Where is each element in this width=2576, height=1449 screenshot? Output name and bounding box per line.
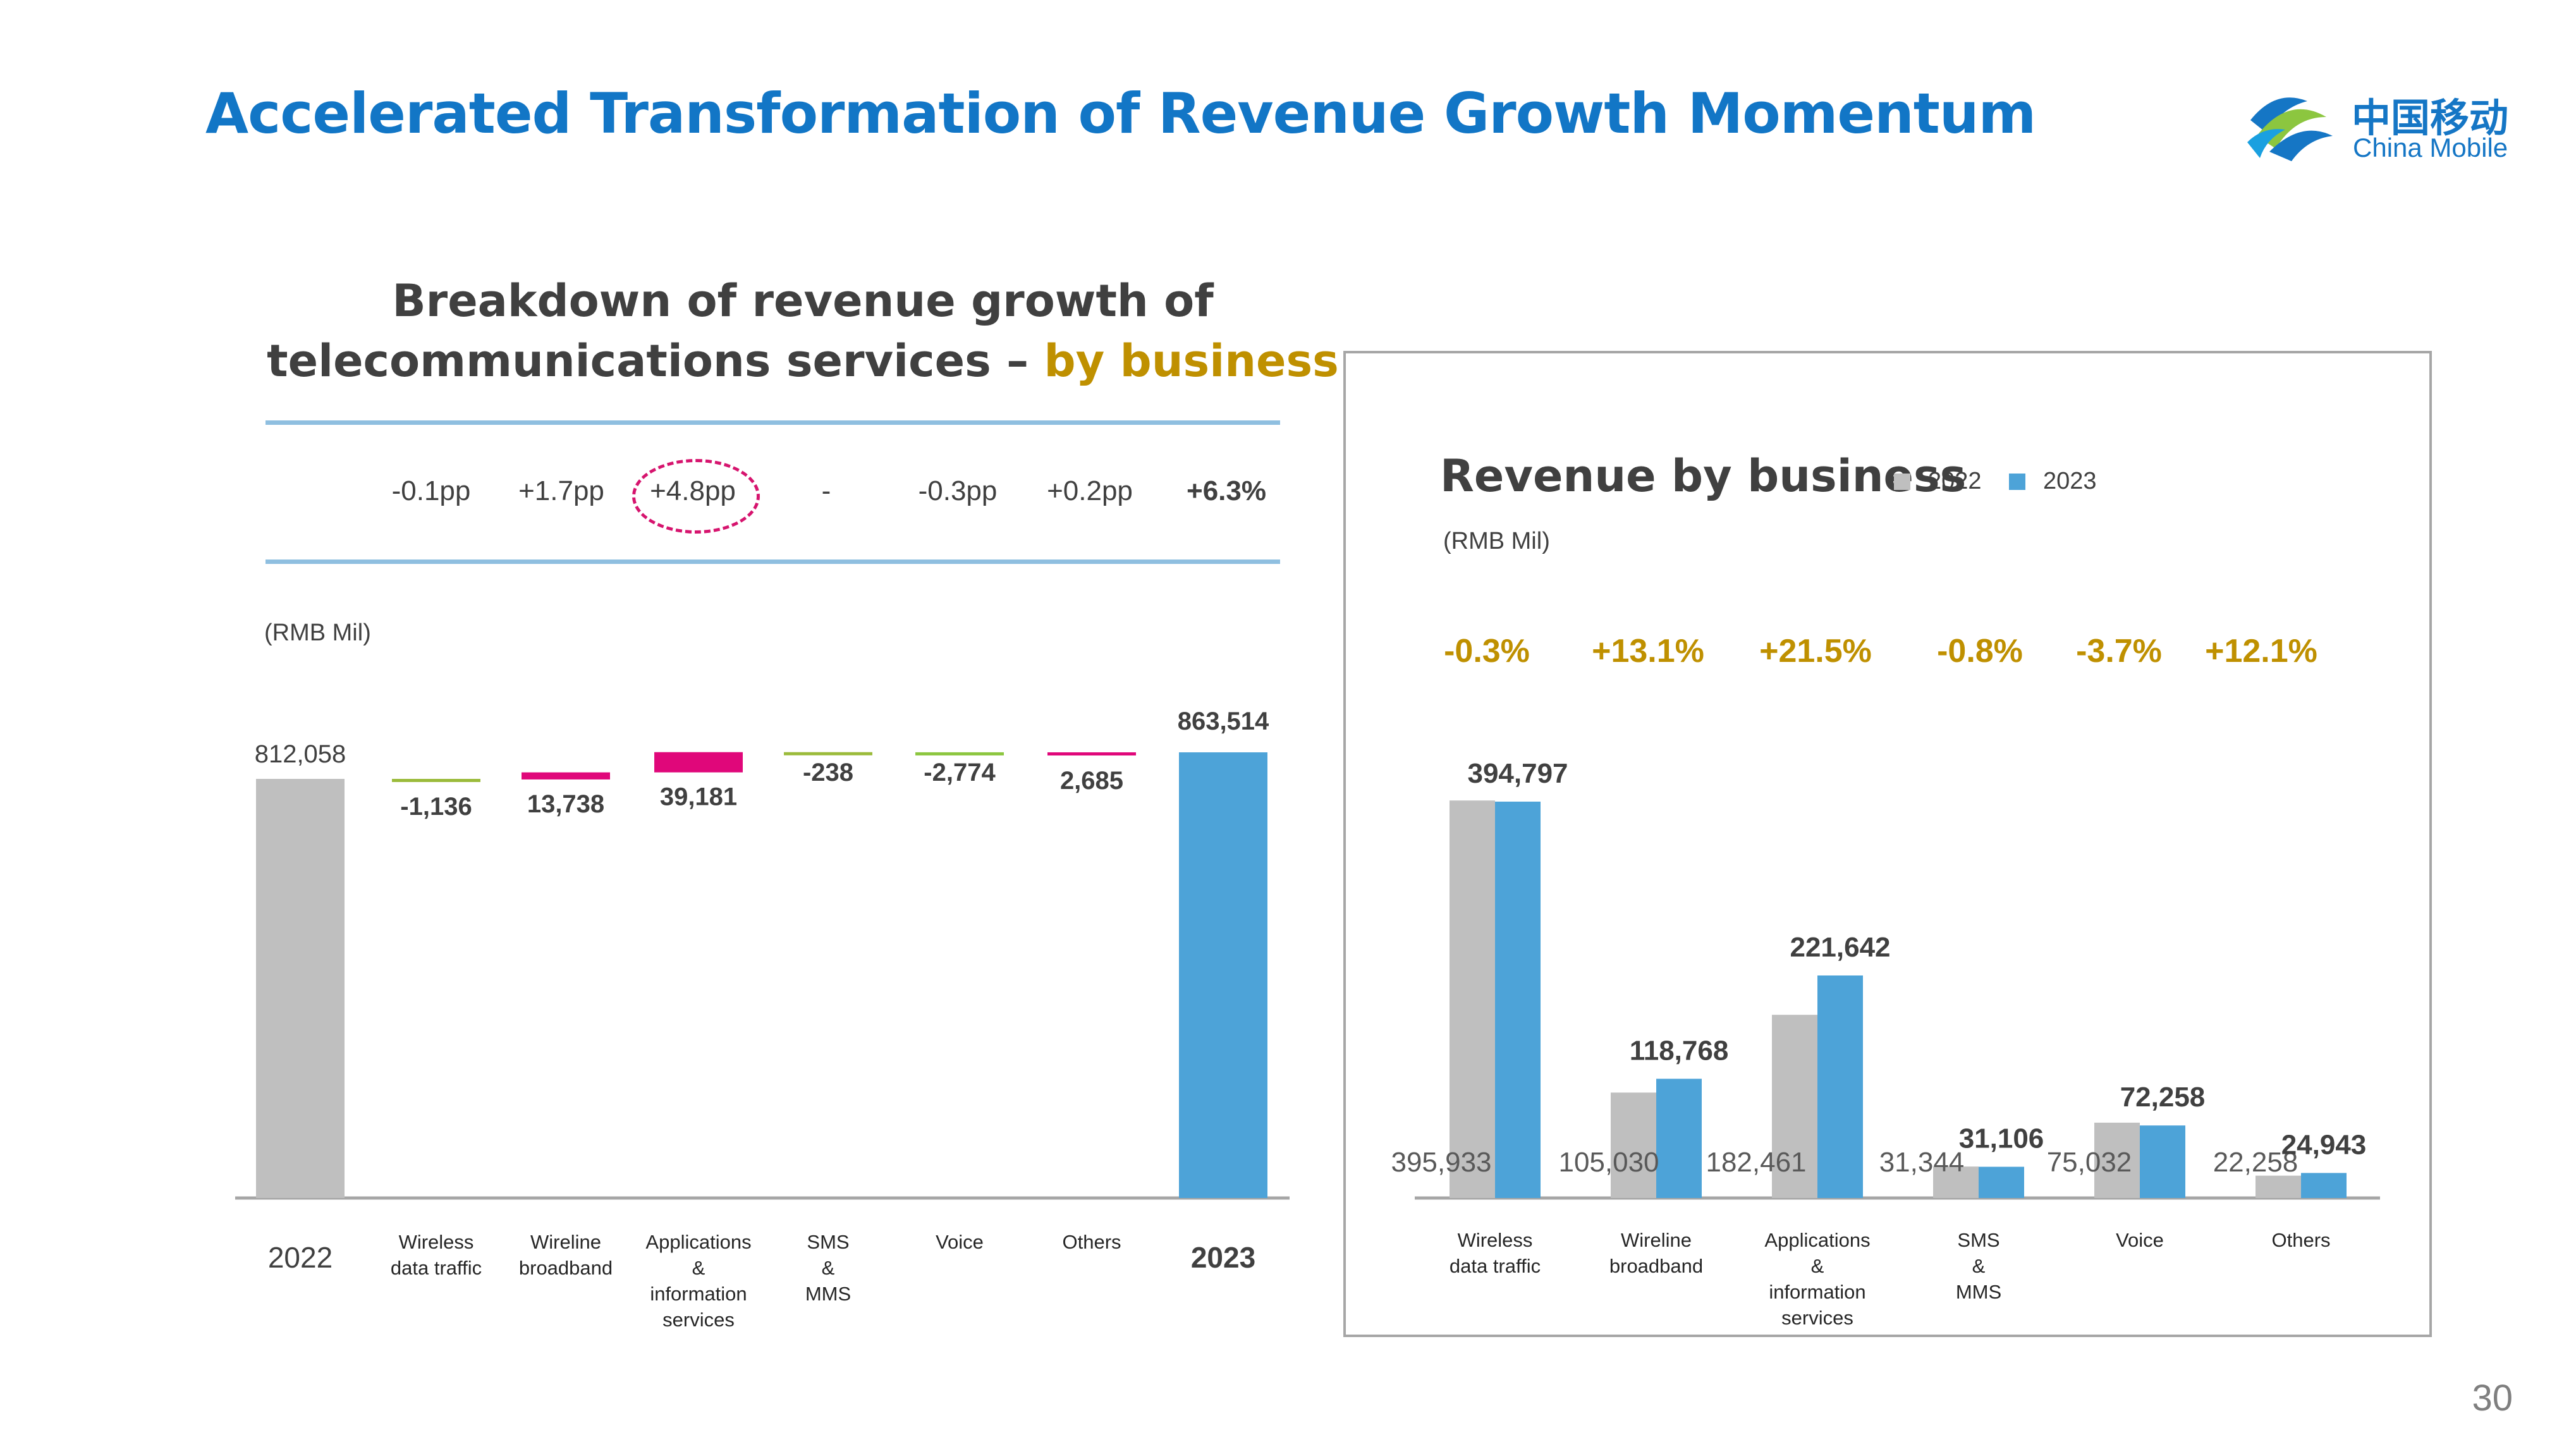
waterfall-value-label: 2,685 — [1060, 767, 1123, 795]
value-label-2023: 394,797 — [1467, 758, 1568, 789]
bar-2022-sms-and-mms — [1933, 1166, 1979, 1198]
value-label-2022: 182,461 — [1706, 1147, 1806, 1178]
value-label-2022: 31,344 — [1879, 1147, 1965, 1178]
waterfall-value-label: -1,136 — [400, 793, 472, 821]
growth-applications: +21.5% — [1759, 633, 1872, 669]
legend-label-2022: 2022 — [1928, 468, 1982, 494]
bar-2023-applications-and-information-services — [1817, 975, 1863, 1198]
logo-chinese-text: 中国移动 — [2352, 97, 2509, 140]
bar-2023-wireline-broadband — [1656, 1079, 1702, 1198]
waterfall-bar-wireless-data-traffic — [392, 779, 480, 783]
category-label-voice: Voice — [2116, 1229, 2164, 1251]
value-label-2023: 24,943 — [2281, 1129, 2367, 1160]
pp-sms: - — [821, 475, 831, 506]
waterfall-bar-others — [1047, 752, 1136, 755]
pp-voice: -0.3pp — [918, 475, 998, 506]
waterfall-category-label: Wireline broadband — [519, 1231, 613, 1279]
growth-wireline: +13.1% — [1592, 633, 1704, 669]
left-chart-title-line2: telecommunications services – by busines… — [266, 335, 1340, 387]
pp-total: +6.3% — [1187, 475, 1266, 506]
waterfall-category-label: Applications & information services — [645, 1231, 751, 1331]
value-label-2022: 22,258 — [2213, 1147, 2298, 1178]
growth-voice: -3.7% — [2076, 633, 2162, 669]
bar-2023-sms-and-mms — [1979, 1166, 2024, 1198]
right-chart-title: Revenue by business — [1440, 450, 1967, 502]
value-label-2023: 118,768 — [1630, 1035, 1729, 1066]
highlight-circle — [632, 459, 760, 534]
category-label-applications-and-information-services: Applications & information services — [1764, 1229, 1870, 1329]
top-rule — [266, 420, 1280, 425]
waterfall-bar-2022 — [256, 779, 345, 1198]
bar-2022-voice — [2094, 1122, 2140, 1198]
waterfall-value-label: -2,774 — [924, 759, 996, 786]
waterfall-bar-applications-and-information-services — [654, 752, 743, 773]
waterfall-bar-wireline-broadband — [522, 772, 610, 780]
left-chart-title-main: telecommunications services – — [267, 335, 1044, 387]
waterfall-category-label: Voice — [936, 1231, 984, 1253]
bar-2022-wireline-broadband — [1611, 1092, 1656, 1198]
value-label-2023: 221,642 — [1790, 932, 1890, 963]
left-chart-title-line1: Breakdown of revenue growth of — [392, 275, 1214, 327]
waterfall-category-label: 2023 — [1191, 1241, 1255, 1274]
pp-others: +0.2pp — [1047, 475, 1133, 506]
page-title: Accelerated Transformation of Revenue Gr… — [205, 81, 2036, 146]
waterfall-value-label: 13,738 — [527, 790, 604, 818]
value-label-2022: 395,933 — [1391, 1147, 1491, 1178]
left-unit-label: (RMB Mil) — [264, 620, 371, 646]
value-label-2022: 75,032 — [2047, 1147, 2132, 1178]
category-label-sms-and-mms: SMS & MMS — [1956, 1229, 2001, 1303]
bar-2022-wireless-data-traffic — [1450, 800, 1495, 1198]
bar-2023-others — [2301, 1173, 2347, 1198]
pp-wireline: +1.7pp — [518, 475, 604, 506]
right-panel — [1343, 351, 2432, 1337]
china-mobile-logo-icon — [2247, 97, 2333, 161]
bar-2023-wireless-data-traffic — [1495, 802, 1541, 1198]
waterfall-category-label: 2022 — [268, 1241, 333, 1274]
waterfall-category-label: SMS & MMS — [805, 1231, 851, 1305]
value-label-2023: 31,106 — [1959, 1123, 2044, 1154]
category-label-others: Others — [2271, 1229, 2330, 1251]
bottom-rule — [266, 559, 1280, 564]
category-label-wireless-data-traffic: Wireless data traffic — [1450, 1229, 1541, 1277]
legend-swatch-2023 — [2009, 474, 2025, 490]
waterfall-bar-voice — [915, 752, 1004, 755]
growth-sms: -0.8% — [1937, 633, 2023, 669]
waterfall-category-label: Wireless data traffic — [391, 1231, 482, 1279]
waterfall-bar-sms-and-mms — [784, 752, 872, 755]
value-label-2023: 72,258 — [2120, 1082, 2206, 1113]
waterfall-category-label: Others — [1062, 1231, 1121, 1253]
waterfall-value-label: 39,181 — [660, 783, 737, 811]
category-label-wireline-broadband: Wireline broadband — [1609, 1229, 1703, 1277]
waterfall-value-label: -238 — [803, 759, 853, 786]
pp-wireless: -0.1pp — [391, 475, 471, 506]
logo-english-text: China Mobile — [2353, 133, 2508, 162]
china-mobile-logo: 中国移动 China Mobile — [2238, 82, 2516, 171]
legend-label-2023: 2023 — [2043, 468, 2097, 494]
bar-2022-others — [2256, 1175, 2301, 1198]
right-unit-label: (RMB Mil) — [1443, 528, 1550, 554]
growth-others: +12.1% — [2205, 633, 2317, 669]
legend-swatch-2022 — [1894, 474, 1910, 490]
growth-wireless: -0.3% — [1444, 633, 1530, 669]
waterfall-bar-2023 — [1179, 752, 1267, 1198]
bar-2023-voice — [2140, 1125, 2185, 1198]
left-chart-title-highlight: by business — [1044, 335, 1339, 387]
waterfall-value-label: 812,058 — [255, 740, 346, 768]
value-label-2022: 105,030 — [1558, 1147, 1659, 1178]
waterfall-value-label: 863,514 — [1178, 707, 1269, 735]
page-number: 30 — [2472, 1378, 2513, 1419]
bar-2022-applications-and-information-services — [1772, 1015, 1817, 1198]
